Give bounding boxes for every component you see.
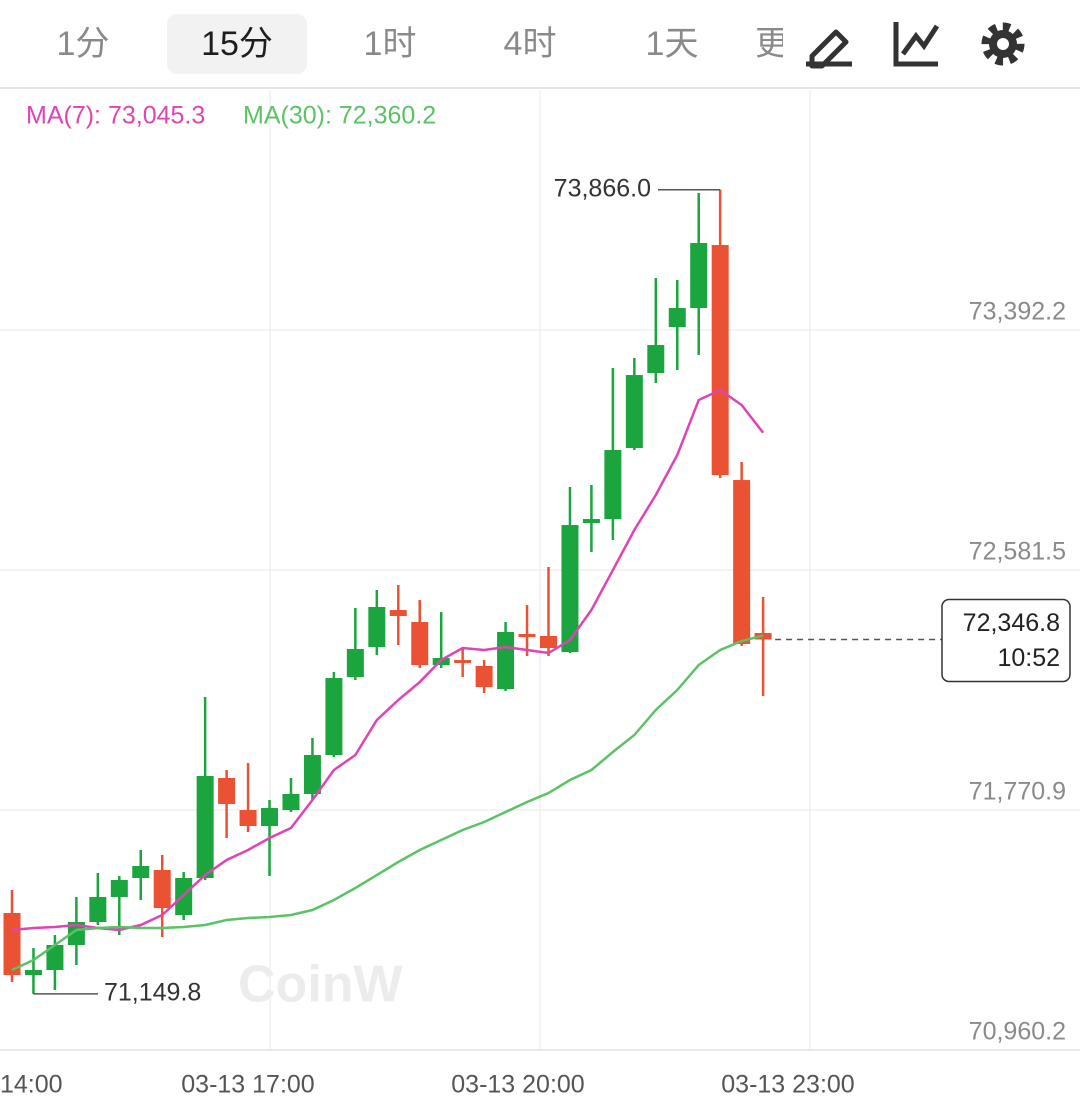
- candle-body: [625, 375, 643, 449]
- candle-body: [389, 610, 407, 617]
- candle-body: [325, 678, 343, 755]
- candle-body: [46, 944, 64, 971]
- candle-body: [647, 345, 665, 374]
- candle-body: [89, 897, 107, 922]
- candle-body: [24, 970, 42, 976]
- candle-body: [411, 622, 429, 665]
- last-price-label: 72,346.8: [963, 609, 1060, 637]
- settings-icon[interactable]: [981, 22, 1025, 66]
- candle-body: [261, 808, 279, 827]
- tab[interactable]: 4时: [504, 25, 557, 63]
- candle-body: [604, 450, 622, 520]
- tab[interactable]: 1天: [646, 25, 699, 63]
- last-price-box: [941, 598, 1071, 683]
- candle-body: [153, 870, 171, 909]
- candle-body: [67, 921, 85, 945]
- candle-body: [475, 666, 493, 688]
- legend-entry: MA(7): 73,045.3: [26, 102, 205, 130]
- candle-body: [582, 519, 600, 524]
- y-tick-label: 73,392.2: [969, 298, 1066, 326]
- candle-body: [454, 660, 472, 664]
- countdown-label: 10:52: [997, 644, 1060, 672]
- tab-selected-bg: [167, 14, 307, 74]
- x-tick-label: 03-13 20:00: [451, 1071, 584, 1099]
- x-tick-label: 14:00: [0, 1071, 63, 1099]
- candle-body: [218, 777, 236, 805]
- ma-line: [11, 388, 765, 932]
- candle-body: [110, 880, 128, 898]
- candle-body: [196, 776, 214, 879]
- tab[interactable]: 15分: [201, 25, 273, 63]
- draw-tool-icon[interactable]: [806, 29, 852, 69]
- y-tick-label: 71,770.9: [969, 778, 1066, 806]
- tabs: 1分 15分 1时 4时 1天 更: [57, 14, 789, 74]
- candle-body: [3, 912, 21, 976]
- candle-body: [497, 632, 515, 690]
- candle-body: [239, 810, 257, 827]
- candle-body: [540, 636, 557, 649]
- x-tick-label: 03-13 17:00: [181, 1071, 314, 1099]
- candle-body: [711, 245, 729, 476]
- candle-body: [733, 480, 751, 645]
- candle-body: [282, 794, 300, 810]
- candle-body: [303, 754, 321, 795]
- candle-body: [368, 607, 386, 648]
- candle-body: [518, 634, 536, 638]
- candle-body: [668, 308, 686, 328]
- legend-entry: MA(30): 72,360.2: [243, 102, 436, 130]
- x-tick-label: 03-13 23:00: [721, 1071, 854, 1099]
- watermark: CoinW: [238, 956, 404, 1014]
- low-label: 71,149.8: [104, 978, 201, 1006]
- candle-body: [561, 525, 579, 653]
- candle-body: [132, 866, 150, 879]
- indicator-icon[interactable]: [893, 22, 940, 67]
- high-label: 73,866.0: [554, 174, 651, 202]
- tab[interactable]: 更: [755, 25, 789, 63]
- ma-line: [11, 634, 764, 972]
- candle-body: [346, 649, 364, 678]
- candle-body: [690, 243, 708, 309]
- tab[interactable]: 1分: [57, 25, 110, 63]
- y-tick-label: 70,960.2: [969, 1018, 1066, 1046]
- y-tick-label: 72,581.5: [969, 538, 1066, 566]
- tab[interactable]: 1时: [364, 25, 417, 63]
- plot: CoinW 70,960.2 71,770.9 72,581.5 73,392.2 14:…: [0, 90, 1080, 1099]
